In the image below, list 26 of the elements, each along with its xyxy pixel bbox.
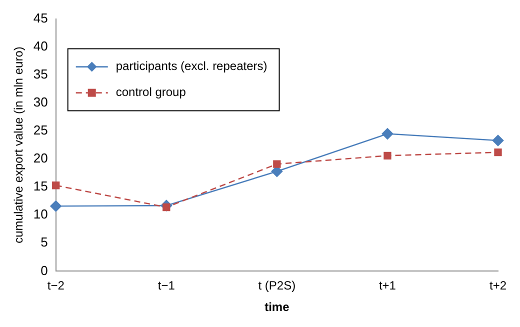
y-tick-label: 5	[40, 234, 48, 250]
y-tick-label: 0	[40, 262, 48, 278]
y-tick-label: 40	[33, 38, 48, 54]
y-tick-label: 35	[33, 66, 48, 82]
y-tick-label: 25	[33, 122, 48, 138]
x-tick-label: t+1	[378, 278, 396, 293]
point	[273, 160, 281, 168]
point	[384, 152, 392, 160]
point	[492, 134, 504, 146]
y-tick-label: 30	[33, 94, 48, 110]
point	[50, 200, 62, 212]
legend-label: participants (excl. repeaters)	[116, 59, 268, 74]
x-tick-label: t−1	[158, 278, 176, 293]
x-axis-title: time	[264, 300, 290, 314]
y-axis-title: cumulative export value (in mln euro)	[12, 46, 26, 244]
point	[52, 182, 60, 190]
legend-label: control group	[116, 85, 186, 100]
point	[382, 128, 394, 140]
x-tick-label: t (P2S)	[258, 278, 296, 293]
y-tick-label: 15	[33, 178, 48, 194]
x-tick-label: t+2	[489, 278, 507, 293]
x-tick-label: t−2	[47, 278, 65, 293]
point	[494, 148, 502, 156]
y-tick-label: 45	[33, 10, 48, 26]
y-tick-label: 20	[33, 150, 48, 166]
y-tick-label: 10	[33, 206, 48, 222]
